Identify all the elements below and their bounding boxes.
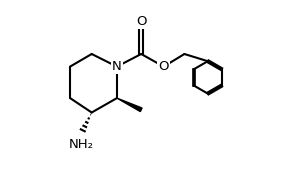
Text: O: O <box>158 60 169 73</box>
Text: N: N <box>112 60 122 73</box>
Polygon shape <box>117 98 142 112</box>
Text: NH₂: NH₂ <box>68 138 94 151</box>
Text: O: O <box>136 15 146 28</box>
